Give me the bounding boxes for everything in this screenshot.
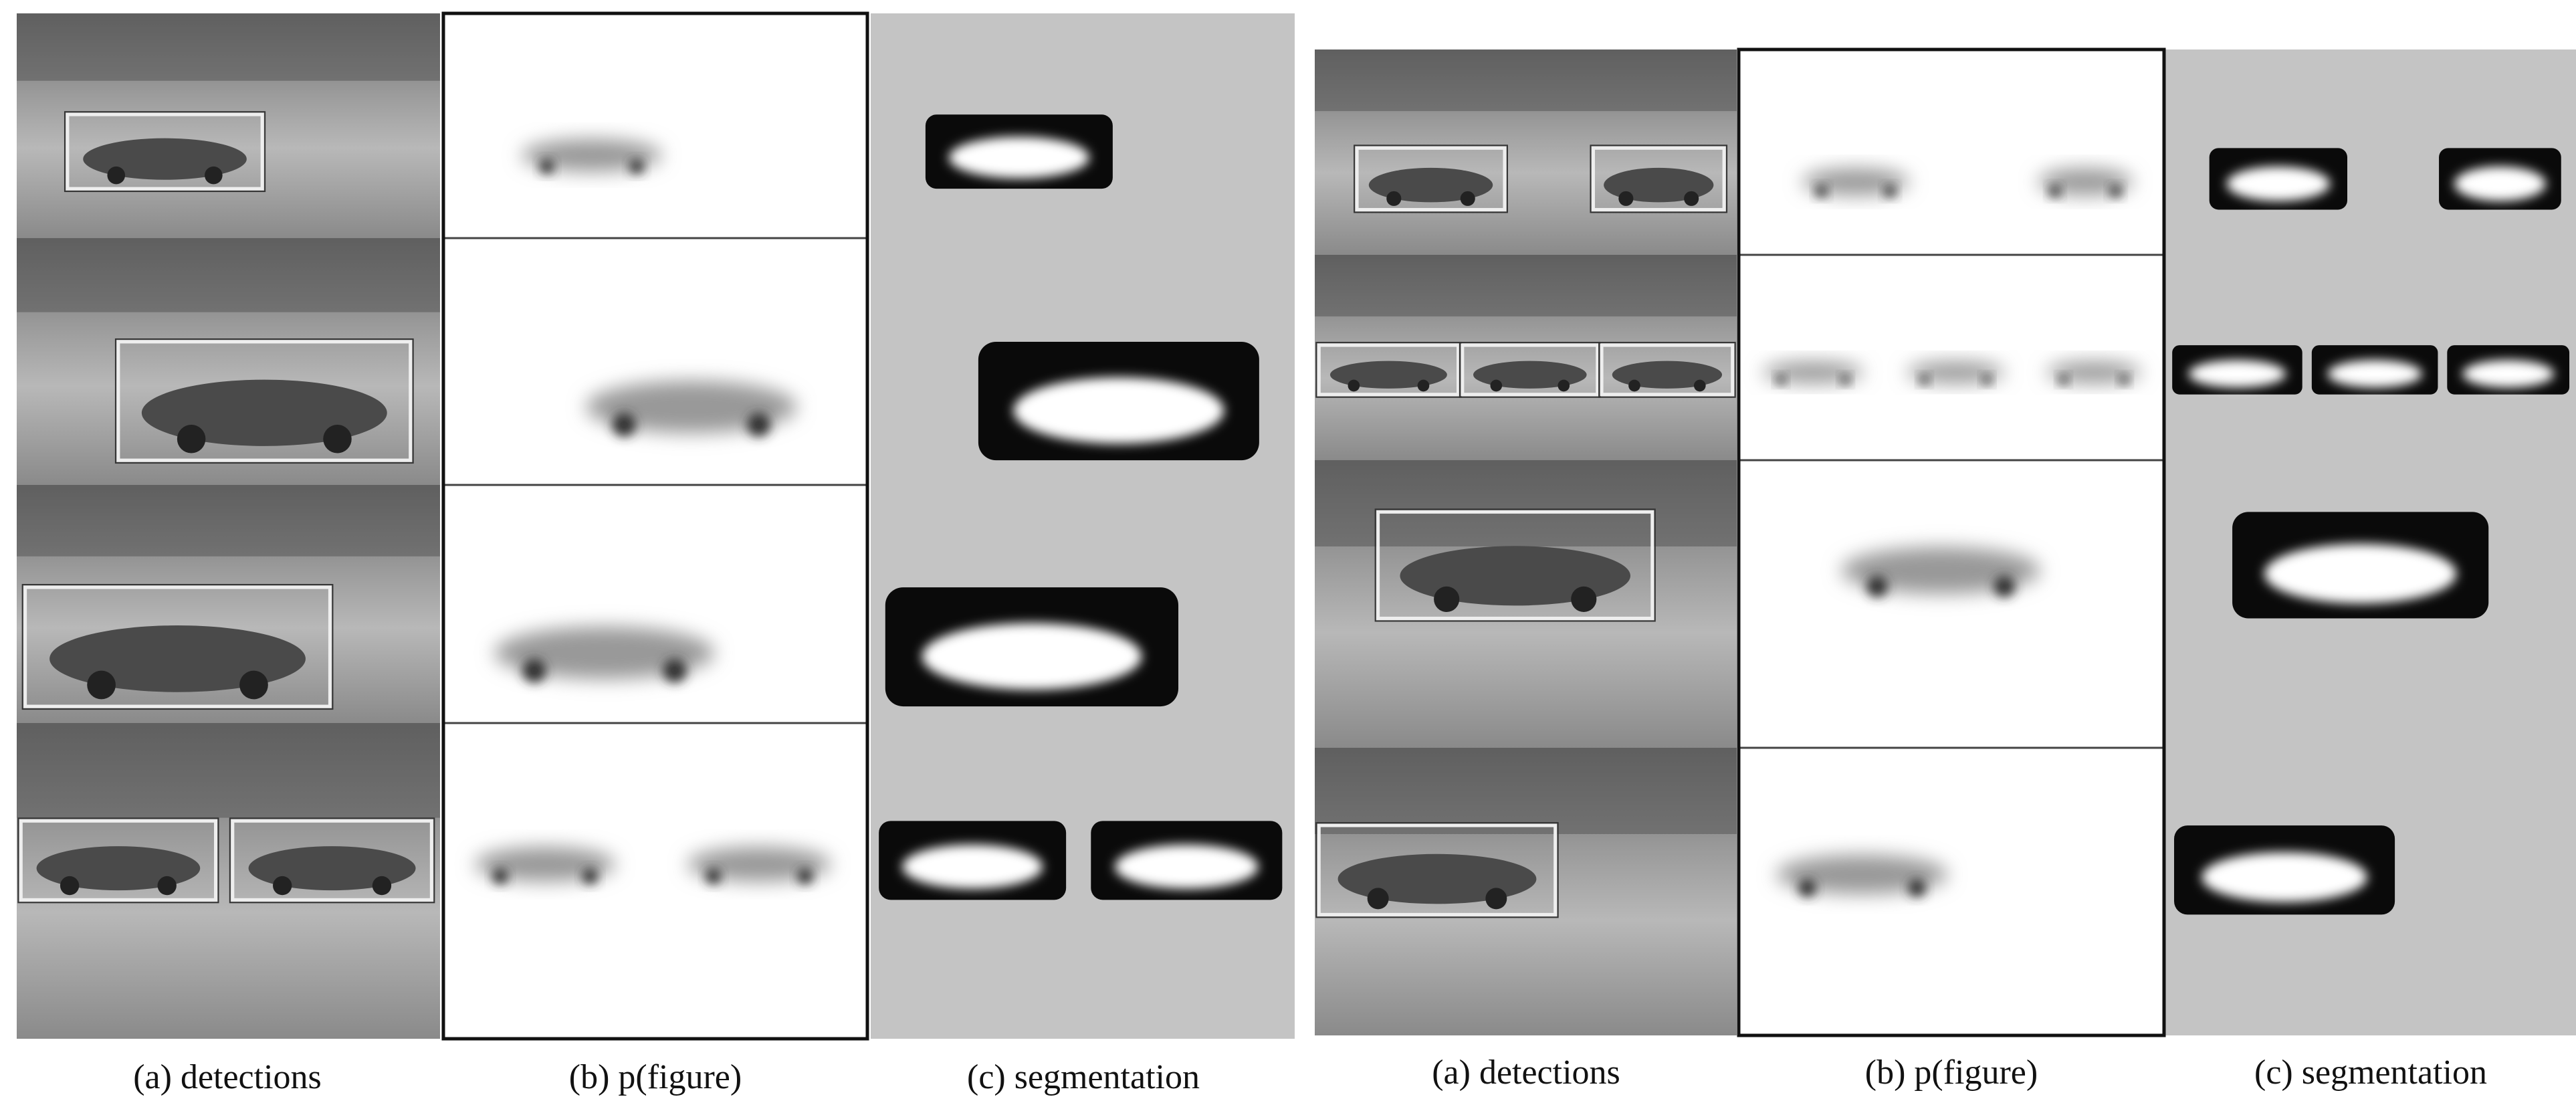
wheel xyxy=(205,167,223,185)
segment-highlight xyxy=(2264,544,2456,603)
probability-peak xyxy=(747,413,770,436)
wheel xyxy=(1490,380,1502,392)
probability-peak xyxy=(1994,576,2015,597)
segment-highlight xyxy=(902,845,1043,889)
probability-peak xyxy=(522,659,546,683)
probability-peak xyxy=(540,159,554,174)
tree-line xyxy=(17,238,440,312)
probability-peak xyxy=(797,868,813,884)
probability-peak xyxy=(1884,185,1896,197)
probability-peak xyxy=(1982,375,1992,385)
wheel xyxy=(87,671,116,700)
figure: (a) detections (b) p(figure) (c) segment… xyxy=(0,0,2576,1113)
probability-peak xyxy=(1919,375,1929,385)
probability-peak xyxy=(2058,375,2068,385)
probability-peak xyxy=(2049,185,2061,197)
probability-peak xyxy=(613,413,636,436)
wheel xyxy=(1348,380,1360,392)
segment-highlight xyxy=(2454,167,2546,201)
wheel xyxy=(1485,888,1507,909)
tree-line xyxy=(17,723,440,818)
caption: (c) segmentation xyxy=(2254,1053,2487,1092)
probability-peak xyxy=(582,868,598,884)
segment-highlight xyxy=(2462,360,2554,387)
wheel xyxy=(1386,191,1401,206)
tree-line xyxy=(1315,49,1737,111)
wheel xyxy=(239,671,268,700)
wheel xyxy=(372,876,391,895)
probability-peak xyxy=(663,659,687,683)
segment-highlight xyxy=(949,136,1089,178)
wheel xyxy=(1628,380,1640,392)
wheel xyxy=(60,876,79,895)
tree-line xyxy=(17,485,440,556)
wheel xyxy=(1684,191,1699,206)
segment-highlight xyxy=(2202,852,2367,902)
segment-highlight xyxy=(922,623,1142,690)
caption: (b) p(figure) xyxy=(1865,1053,2038,1092)
tree-line xyxy=(17,13,440,81)
caption: (a) detections xyxy=(133,1058,322,1096)
segment-highlight xyxy=(2327,360,2422,387)
segment-highlight xyxy=(2189,360,2286,387)
caption: (c) segmentation xyxy=(967,1058,1200,1096)
segment-highlight xyxy=(1013,377,1224,443)
probability-peak xyxy=(2119,375,2129,385)
car xyxy=(1473,361,1587,389)
wheel xyxy=(1618,191,1633,206)
probability-background xyxy=(443,13,867,1039)
probability-peak xyxy=(2109,185,2121,197)
wheel xyxy=(1434,587,1459,612)
wheel xyxy=(1694,380,1706,392)
caption: (b) p(figure) xyxy=(569,1058,742,1096)
probability-peak xyxy=(1866,576,1888,597)
wheel xyxy=(158,876,177,895)
wheel xyxy=(1418,380,1430,392)
wheel xyxy=(177,425,206,453)
probability-peak xyxy=(1798,879,1816,897)
probability-peak xyxy=(629,159,644,174)
probability-peak xyxy=(706,868,722,884)
probability-peak xyxy=(1840,375,1850,385)
tree-line xyxy=(1315,255,1737,316)
caption: (a) detections xyxy=(1432,1053,1620,1092)
wheel xyxy=(1461,191,1475,206)
wheel xyxy=(107,167,125,185)
wheel xyxy=(1571,587,1596,612)
probability-peak xyxy=(1908,879,1926,897)
probability-peak xyxy=(1776,375,1786,385)
tree-line xyxy=(1315,748,1737,834)
figure-layer xyxy=(17,13,2576,1039)
wheel xyxy=(273,876,292,895)
probability-peak xyxy=(1815,185,1827,197)
probability-peak xyxy=(492,868,508,884)
segment-highlight xyxy=(1115,845,1259,889)
wheel xyxy=(1558,380,1570,392)
car xyxy=(1330,361,1447,389)
wheel xyxy=(323,425,352,453)
segment-highlight xyxy=(2226,167,2330,201)
wheel xyxy=(1368,888,1389,909)
